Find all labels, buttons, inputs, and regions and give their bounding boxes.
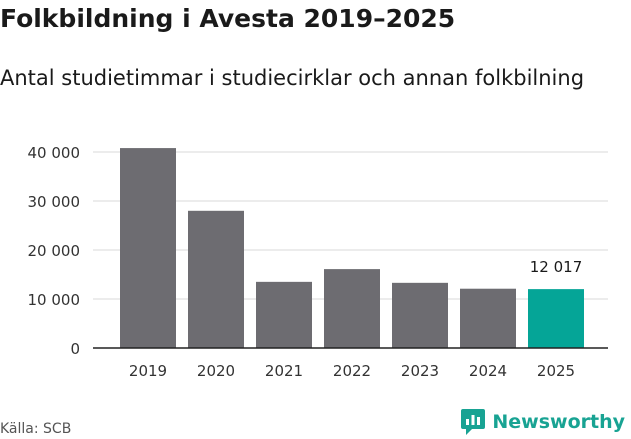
- x-tick-label: 2020: [197, 362, 235, 380]
- x-tick-label: 2021: [265, 362, 303, 380]
- chart-title: Folkbildning i Avesta 2019–2025: [0, 4, 456, 33]
- x-tick-label: 2024: [469, 362, 507, 380]
- y-tick-label: 30 000: [28, 193, 81, 211]
- bar: [188, 210, 244, 348]
- bar: [256, 281, 312, 348]
- brand-name: Newsworthy: [492, 411, 625, 433]
- highlight-bar: [528, 289, 584, 348]
- bar: [324, 269, 380, 348]
- y-tick-label: 10 000: [28, 291, 81, 309]
- brand-logo: Newsworthy: [460, 407, 625, 437]
- x-tick-label: 2022: [333, 362, 371, 380]
- chart-subtitle: Antal studietimmar i studiecirklar och a…: [0, 66, 585, 90]
- y-tick-label: 40 000: [28, 144, 81, 162]
- y-tick-label: 0: [70, 340, 80, 358]
- x-tick-label: 2019: [129, 362, 167, 380]
- x-tick-label: 2025: [537, 362, 575, 380]
- source-note: Källa: SCB: [0, 421, 72, 437]
- newsworthy-logo-icon: [461, 409, 486, 435]
- bar: [460, 288, 516, 348]
- bar-chart: 0 10 000 20 000 30 000 40 000 2019 2020 2021 202…: [28, 144, 608, 380]
- bar: [120, 148, 176, 348]
- data-label: 12 017: [530, 258, 583, 276]
- bar: [392, 282, 448, 348]
- x-tick-label: 2023: [401, 362, 439, 380]
- y-tick-label: 20 000: [28, 242, 81, 260]
